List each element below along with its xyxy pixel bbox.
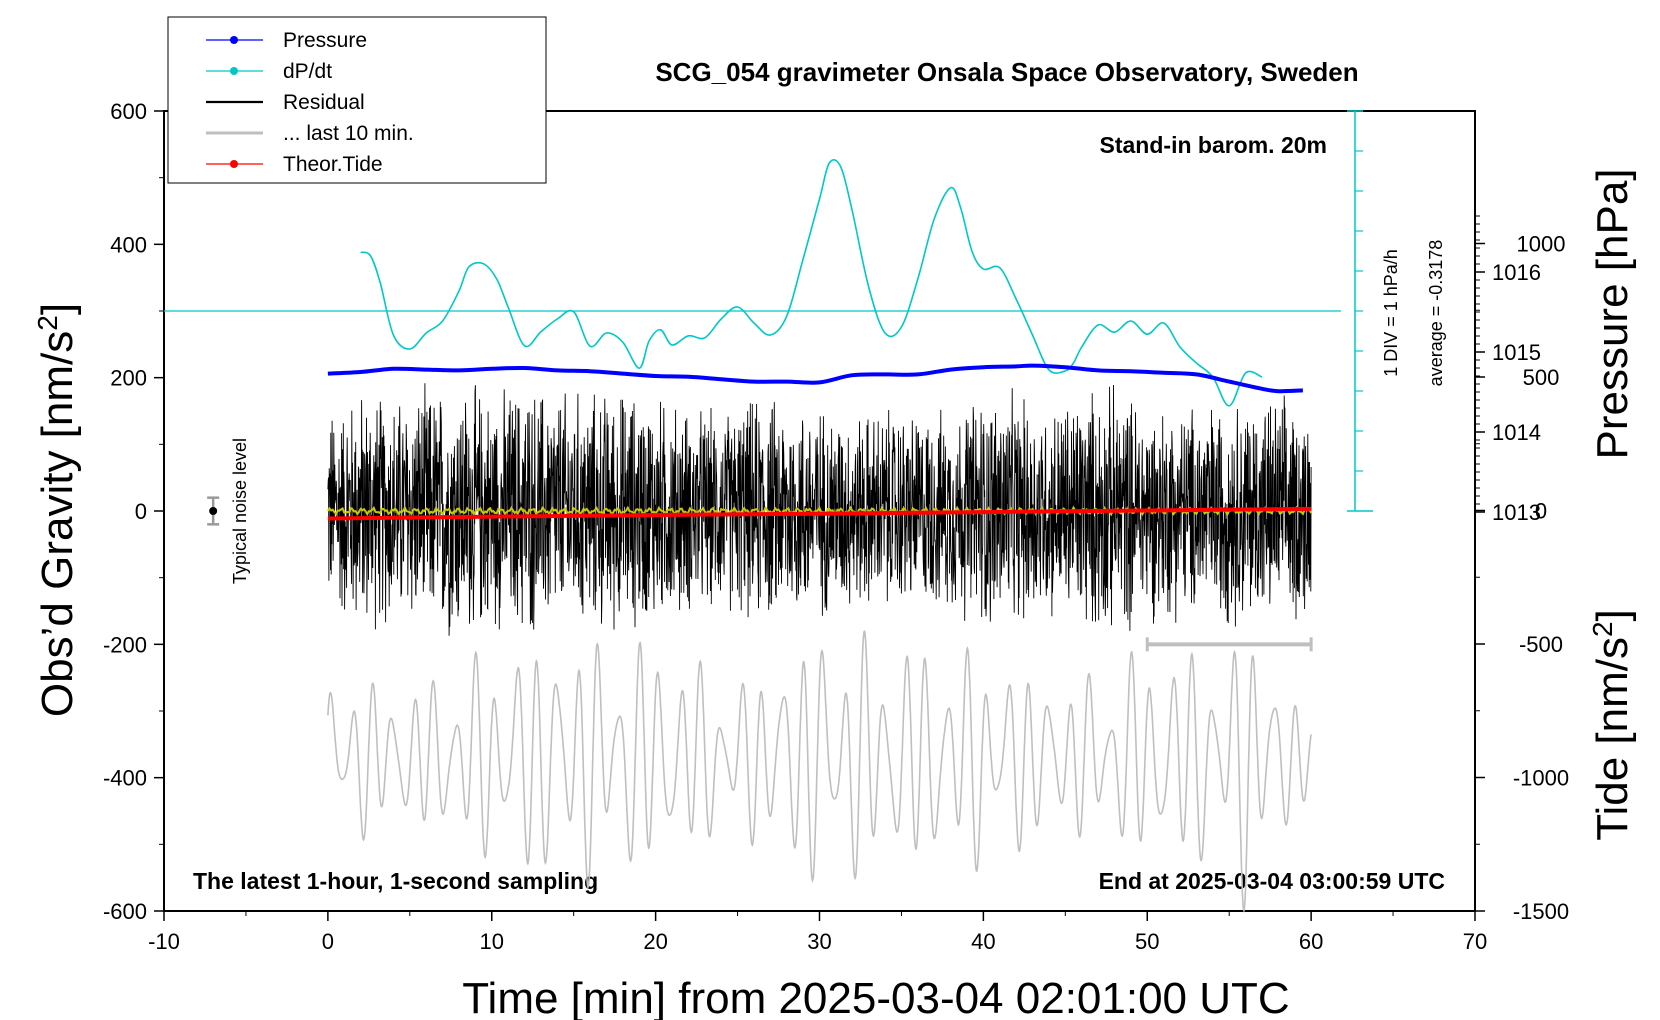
latest-annotation: The latest 1-hour, 1-second sampling	[193, 868, 598, 894]
tide-tick-label: 1000	[1517, 232, 1566, 257]
legend-marker	[230, 36, 238, 44]
gravity-axis-title-close: ]	[33, 303, 82, 315]
gravity-axis-title-sup: 2	[32, 315, 63, 331]
gravity-tick-label: 400	[110, 232, 147, 257]
noise-level-marker	[207, 496, 220, 526]
tide-tick-label: 500	[1523, 365, 1560, 390]
legend: Pressure dP/dt Residual ... last 10 min. The…	[167, 16, 547, 184]
tide-axis-title-sup: 2	[1587, 621, 1618, 637]
chart-title: SCG_054 gravimeter Onsala Space Observat…	[655, 57, 1358, 87]
tide-series	[327, 506, 1312, 521]
legend-marker	[230, 67, 238, 75]
x-tick-label: 0	[322, 929, 334, 954]
series-layer	[164, 159, 1341, 914]
pressure-axis: 1013 1014 1015 1016	[1475, 215, 1541, 525]
pressure-tick-label: 1015	[1492, 340, 1541, 365]
stand-in-annotation: Stand-in barom. 20m	[1100, 132, 1327, 158]
x-tick-label: 70	[1463, 929, 1487, 954]
x-axis: -10 0 10 20 30 40 50 60 70	[148, 911, 1487, 954]
x-tick-label: 60	[1299, 929, 1323, 954]
tide-tick-label: -1500	[1513, 899, 1569, 924]
tide-axis-title-close: ]	[1588, 609, 1637, 621]
gravity-tick-label: 200	[110, 366, 147, 391]
gravity-tick-label: -200	[103, 632, 147, 657]
x-tick-label: 50	[1135, 929, 1159, 954]
last-10-min-series	[327, 630, 1312, 914]
pressure-tick-label: 1016	[1492, 260, 1541, 285]
dpdt-scale-bar	[1347, 110, 1373, 512]
tide-axis: -1500 -1000 -500 0 500 1000	[1475, 232, 1569, 924]
legend-items: Pressure dP/dt Residual ... last 10 min. The…	[206, 29, 414, 176]
pressure-series	[327, 363, 1303, 394]
tide-tick-label: -500	[1519, 632, 1563, 657]
pressure-tick-label: 1014	[1492, 420, 1541, 445]
gravity-tick-label: -600	[103, 899, 147, 924]
pressure-axis-title: Pressure [hPa]	[1588, 168, 1637, 459]
pressure-tick-label: 1013	[1492, 500, 1541, 525]
x-tick-label: 20	[643, 929, 667, 954]
end-at-annotation: End at 2025-03-04 03:00:59 UTC	[1099, 868, 1445, 894]
noise-bar-dot	[209, 507, 218, 515]
gravity-tick-label: 600	[110, 99, 147, 124]
x-axis-title: Time [min] from 2025-03-04 02:01:00 UTC	[462, 974, 1289, 1020]
legend-label: Residual	[283, 91, 365, 114]
gravity-tick-label: 0	[135, 499, 147, 524]
dpdt-series	[360, 159, 1263, 407]
legend-label: dP/dt	[283, 60, 332, 83]
legend-label: Pressure	[283, 29, 367, 52]
legend-marker	[230, 160, 238, 168]
legend-label: ... last 10 min.	[283, 122, 414, 145]
dpdt-average-label: average = -0.3178	[1426, 240, 1446, 387]
x-tick-label: -10	[148, 929, 180, 954]
noise-level-label: Typical noise level	[230, 438, 250, 584]
tide-axis-title-main: Tide [nm/s	[1588, 637, 1637, 841]
tide-tick-label: 0	[1535, 499, 1547, 524]
x-tick-label: 30	[807, 929, 831, 954]
gravity-tick-label: -400	[103, 766, 147, 791]
legend-label: Theor.Tide	[283, 153, 383, 176]
dpdt-div-label: 1 DIV = 1 hPa/h	[1381, 249, 1401, 377]
gravity-axis-title-main: Obs’d Gravity [nm/s	[33, 331, 82, 717]
x-tick-label: 10	[480, 929, 504, 954]
legend-box	[167, 16, 547, 184]
tide-tick-label: -1000	[1513, 766, 1569, 791]
tide-axis-title: Tide [nm/s2]	[1587, 609, 1638, 841]
x-tick-label: 40	[971, 929, 995, 954]
gravity-axis: -600 -400 -200 0 200 400 600	[103, 99, 164, 924]
gravity-axis-title: Obs’d Gravity [nm/s2]	[32, 303, 83, 717]
